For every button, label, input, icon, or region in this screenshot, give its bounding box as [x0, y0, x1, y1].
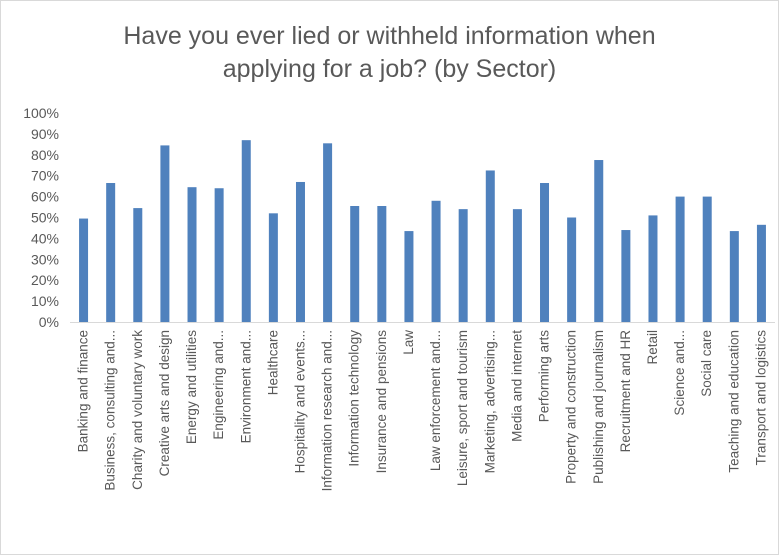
bar [756, 224, 766, 322]
bar [675, 196, 685, 322]
y-tick-label: 100% [23, 105, 59, 121]
bar [512, 209, 522, 322]
x-tick-label: Publishing and journalism [591, 330, 606, 484]
x-tick-label: Retail [645, 330, 660, 365]
bar [106, 183, 116, 322]
bar [323, 143, 333, 322]
x-tick-label: Recruitment and HR [618, 330, 633, 453]
x-tick-label: Transport and logistics [753, 330, 768, 466]
bar [621, 230, 631, 322]
bar [350, 206, 360, 322]
x-tick-label: Hospitality and events... [292, 330, 307, 473]
bar [241, 140, 251, 322]
x-tick-label: Energy and utilities [184, 330, 199, 444]
y-tick-label: 80% [31, 147, 59, 163]
bar [594, 160, 604, 322]
x-tick-label: Teaching and education [726, 330, 741, 473]
chart-title-line-1: Have you ever lied or withheld informati… [123, 22, 656, 50]
y-tick-label: 20% [31, 272, 59, 288]
y-tick-label: 50% [31, 210, 59, 226]
x-tick-label: Property and construction [564, 330, 579, 484]
x-tick-label: Healthcare [265, 330, 280, 395]
x-tick-label: Science and... [672, 330, 687, 416]
bar [160, 145, 170, 322]
y-tick-label: 30% [31, 251, 59, 267]
y-tick-label: 70% [31, 168, 59, 184]
x-tick-label: Banking and finance [76, 330, 91, 452]
x-axis: Banking and finance Business, consulting … [76, 330, 769, 492]
x-tick-label: Law [401, 330, 416, 355]
bar [729, 231, 739, 322]
x-tick-label: Law enforcement and... [428, 330, 443, 471]
x-tick-label: Social care [699, 330, 714, 397]
chart-title: Have you ever lied or withheld informati… [0, 20, 779, 86]
y-axis: 0% 10% 20% 30% 40% 50% 60% 70% 80% 90% 100% [23, 105, 59, 330]
bar [540, 183, 550, 322]
bar [485, 170, 495, 322]
x-tick-label: Environment and... [238, 330, 253, 443]
x-tick-label: Performing arts [537, 330, 552, 423]
x-tick-label: Leisure, sport and tourism [455, 330, 470, 486]
bar [268, 213, 278, 322]
bar [458, 209, 468, 322]
bar [214, 188, 224, 322]
x-tick-label: Marketing, advertising... [482, 330, 497, 473]
chart-title-line-2: applying for a job? (by Sector) [222, 55, 557, 83]
y-tick-label: 40% [31, 230, 59, 246]
x-tick-label: Charity and voluntary work [130, 330, 145, 490]
bar [295, 181, 305, 322]
x-tick-label: Information research and... [320, 330, 335, 491]
y-tick-label: 10% [31, 293, 59, 309]
bar [187, 187, 197, 322]
x-tick-label: Creative arts and design [157, 330, 172, 476]
bar [79, 218, 89, 322]
bar [133, 208, 143, 322]
x-tick-label: Media and internet [509, 330, 524, 442]
x-tick-label: Engineering and... [211, 330, 226, 440]
bar [567, 217, 577, 322]
y-tick-label: 60% [31, 189, 59, 205]
y-tick-label: 0% [39, 314, 59, 330]
bar [648, 215, 658, 322]
bar [377, 206, 387, 322]
bar [431, 200, 441, 322]
x-tick-label: Insurance and pensions [374, 330, 389, 474]
x-tick-label: Information technology [347, 330, 362, 467]
bar [702, 196, 712, 322]
bar [404, 231, 414, 322]
y-tick-label: 90% [31, 126, 59, 142]
bar-series [79, 140, 766, 322]
x-tick-label: Business, consulting and... [103, 330, 118, 491]
